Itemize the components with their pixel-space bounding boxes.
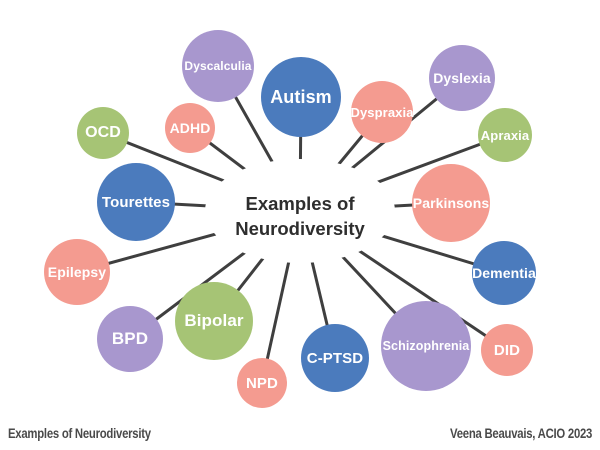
node-did: DID	[481, 324, 533, 376]
node-ocd: OCD	[77, 107, 129, 159]
node-tourettes: Tourettes	[97, 163, 175, 241]
node-autism: Autism	[261, 57, 341, 137]
node-npd: NPD	[237, 358, 287, 408]
node-adhd: ADHD	[165, 103, 215, 153]
node-schizophrenia: Schizophrenia	[381, 301, 471, 391]
center-title-line2: Neurodiversity	[235, 218, 365, 239]
node-c-ptsd: C-PTSD	[301, 324, 369, 392]
diagram-center-title: Examples of Neurodiversity	[235, 191, 365, 241]
node-parkinsons: Parkinsons	[412, 164, 490, 242]
node-dyscalculia: Dyscalculia	[182, 30, 254, 102]
footer-credit: Veena Beauvais, ACIO 2023	[449, 426, 592, 441]
node-dementia: Dementia	[472, 241, 536, 305]
center-text-mask	[205, 159, 395, 263]
footer-title: Examples of Neurodiversity	[8, 426, 151, 441]
node-bipolar: Bipolar	[175, 282, 253, 360]
node-dyslexia: Dyslexia	[429, 45, 495, 111]
center-title-line1: Examples of	[245, 193, 355, 214]
node-bpd: BPD	[97, 306, 163, 372]
node-dyspraxia: Dyspraxia	[350, 81, 413, 143]
node-apraxia: Apraxia	[478, 108, 532, 162]
node-epilepsy: Epilepsy	[44, 239, 110, 305]
